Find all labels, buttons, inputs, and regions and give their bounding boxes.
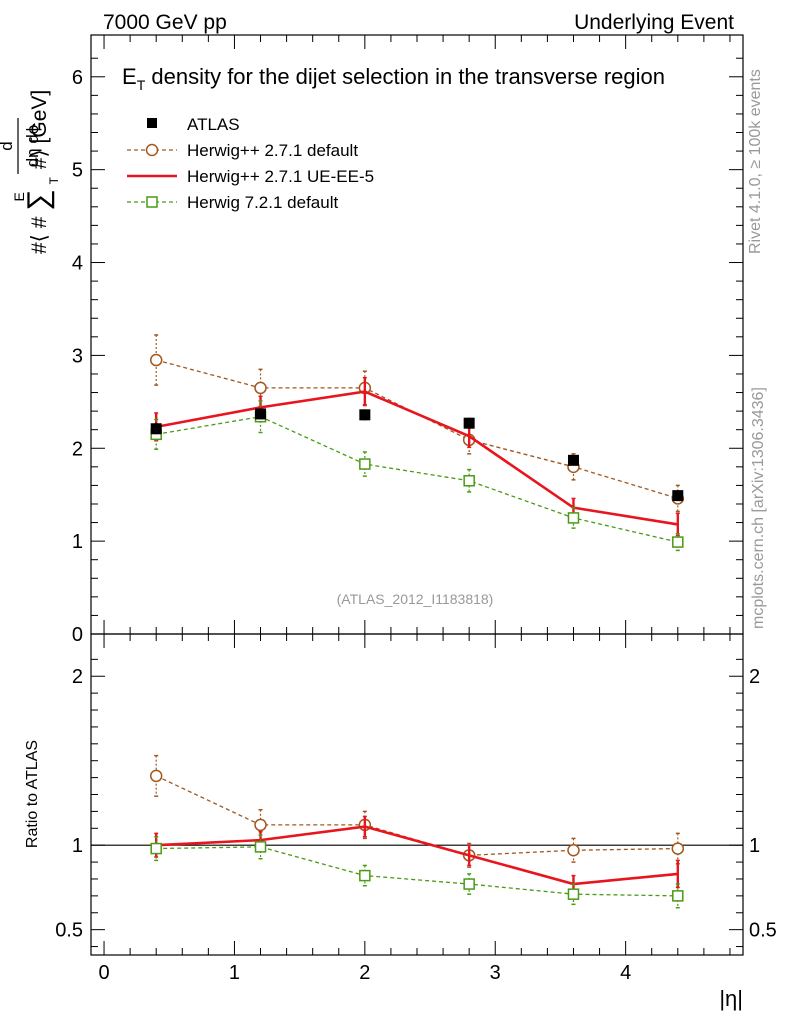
main-title: ET density for the dijet selection in th…: [122, 64, 665, 93]
x-tick-label: 4: [620, 962, 631, 984]
main-y-tick-label: 6: [72, 67, 83, 89]
ratio-point-herwigpp_default: [671, 842, 685, 855]
ratio-point-herwig7_default: [254, 841, 267, 853]
ratio-y-axis: 0.5 0.5 1 1 2 2: [55, 658, 777, 948]
main-y-tick-label: 4: [72, 253, 83, 275]
ratio-line-herwig7_default: [156, 846, 678, 897]
analysis-id-label: (ATLAS_2012_I1183818): [337, 591, 494, 607]
ratio-series-herwigpp_ueee5: [154, 815, 680, 894]
main-y-axis-label: #⟨ # ∑ E T #⟩ [GeV]: [6, 90, 63, 254]
ratio-line-herwigpp_default: [155, 775, 678, 856]
ratio-point-herwig7_default: [150, 842, 162, 855]
y-label-numerator: d: [0, 141, 16, 150]
header-right: Underlying Event: [574, 11, 734, 34]
ratio-point-herwig7_default: [672, 890, 684, 902]
ratio-point-herwigpp_default: [254, 818, 267, 832]
ratio-y-tick-label-right: 1: [749, 835, 760, 857]
legend-herwigpp-default-marker: [145, 143, 159, 157]
main-series-herwig7_default: [150, 400, 684, 552]
main-point-atlas: [463, 417, 475, 429]
main-point-herwig7_default: [567, 512, 580, 524]
main-y-tick-label: 1: [72, 531, 83, 553]
main-line-herwigpp_default: [156, 359, 678, 500]
main-y-tick-label: 3: [72, 345, 83, 367]
main-point-atlas: [150, 423, 162, 435]
ratio-point-herwig7_default: [463, 878, 475, 890]
main-point-herwigpp_default: [149, 353, 163, 367]
main-point-herwig7_default: [672, 536, 684, 548]
ratio-point-herwigpp_default: [149, 769, 163, 783]
main-series-herwigpp_default: [149, 334, 685, 513]
legend: ATLAS Herwig++ 2.7.1 default Herwig++ 2.…: [127, 115, 374, 212]
legend-atlas-label: ATLAS: [187, 115, 240, 134]
legend-herwig7-default-label: Herwig 7.2.1 default: [187, 193, 338, 212]
ratio-y-tick-label: 1: [72, 835, 83, 857]
ratio-plot-frame: [90, 633, 744, 956]
main-point-herwig7_default: [359, 458, 371, 470]
rivet-version-text: Rivet 4.1.0, ≥ 100k events: [747, 69, 764, 254]
legend-herwigpp-ueee5-label: Herwig++ 2.7.1 UE-EE-5: [187, 167, 374, 186]
main-y-axis: 0 1 2 3 4 5 6: [72, 57, 743, 646]
main-y-tick-label: 5: [72, 160, 83, 182]
main-y-tick-label: 0: [72, 624, 83, 646]
main-line-herwigpp_ueee5: [155, 390, 679, 526]
ratio-y-tick-label: 0.5: [55, 920, 83, 942]
header-left: 7000 GeV pp: [103, 11, 227, 34]
main-line-herwig7_default: [156, 416, 678, 543]
mcplots-reference-text: mcplots.cern.ch [arXiv:1306.3436]: [750, 387, 767, 629]
ratio-series-herwigpp_default: [149, 754, 685, 868]
main-point-atlas: [567, 454, 579, 466]
main-y-tick-label: 2: [72, 438, 83, 460]
svg-text:#⟨ # ∑ E T: #⟨ # ∑ E T #⟩ [GeV]: [6, 90, 63, 254]
ratio-series-herwig7_default: [150, 834, 684, 909]
main-series-atlas: [150, 408, 684, 502]
ratio-point-herwig7_default: [359, 869, 371, 882]
ratio-y-tick-label: 2: [72, 666, 83, 688]
main-series-herwigpp_ueee5: [154, 376, 680, 537]
legend-atlas-marker: [147, 118, 157, 128]
ratio-y-tick-label-right: 2: [749, 666, 760, 688]
ratio-line-herwigpp_ueee5: [156, 825, 678, 886]
y-label-denominator: dη dϕ: [23, 125, 42, 168]
ratio-series-group: [91, 754, 743, 909]
ratio-point-herwigpp_default: [567, 844, 580, 857]
ratio-y-tick-label-right: 0.5: [749, 920, 777, 942]
main-series-group: [149, 334, 685, 552]
main-point-atlas: [672, 490, 684, 502]
main-point-herwig7_default: [463, 475, 475, 487]
x-tick-label: 1: [229, 962, 240, 984]
ratio-point-herwig7_default: [567, 888, 580, 900]
legend-herwigpp-default-label: Herwig++ 2.7.1 default: [187, 141, 358, 160]
x-tick-label: 2: [359, 962, 370, 984]
x-tick-label: 0: [98, 962, 109, 984]
main-point-herwigpp_default: [254, 381, 267, 395]
ratio-y-axis-label: Ratio to ATLAS: [24, 740, 41, 848]
main-point-atlas: [359, 409, 371, 421]
main-y-axis-fraction: d dη dϕ: [0, 118, 42, 174]
main-point-atlas: [255, 408, 267, 420]
legend-herwig7-default-marker: [146, 196, 158, 208]
x-tick-label: 3: [490, 962, 501, 984]
x-axis-label: |η|: [719, 986, 743, 1011]
x-axis: 0 1 2 3 4: [98, 35, 731, 984]
